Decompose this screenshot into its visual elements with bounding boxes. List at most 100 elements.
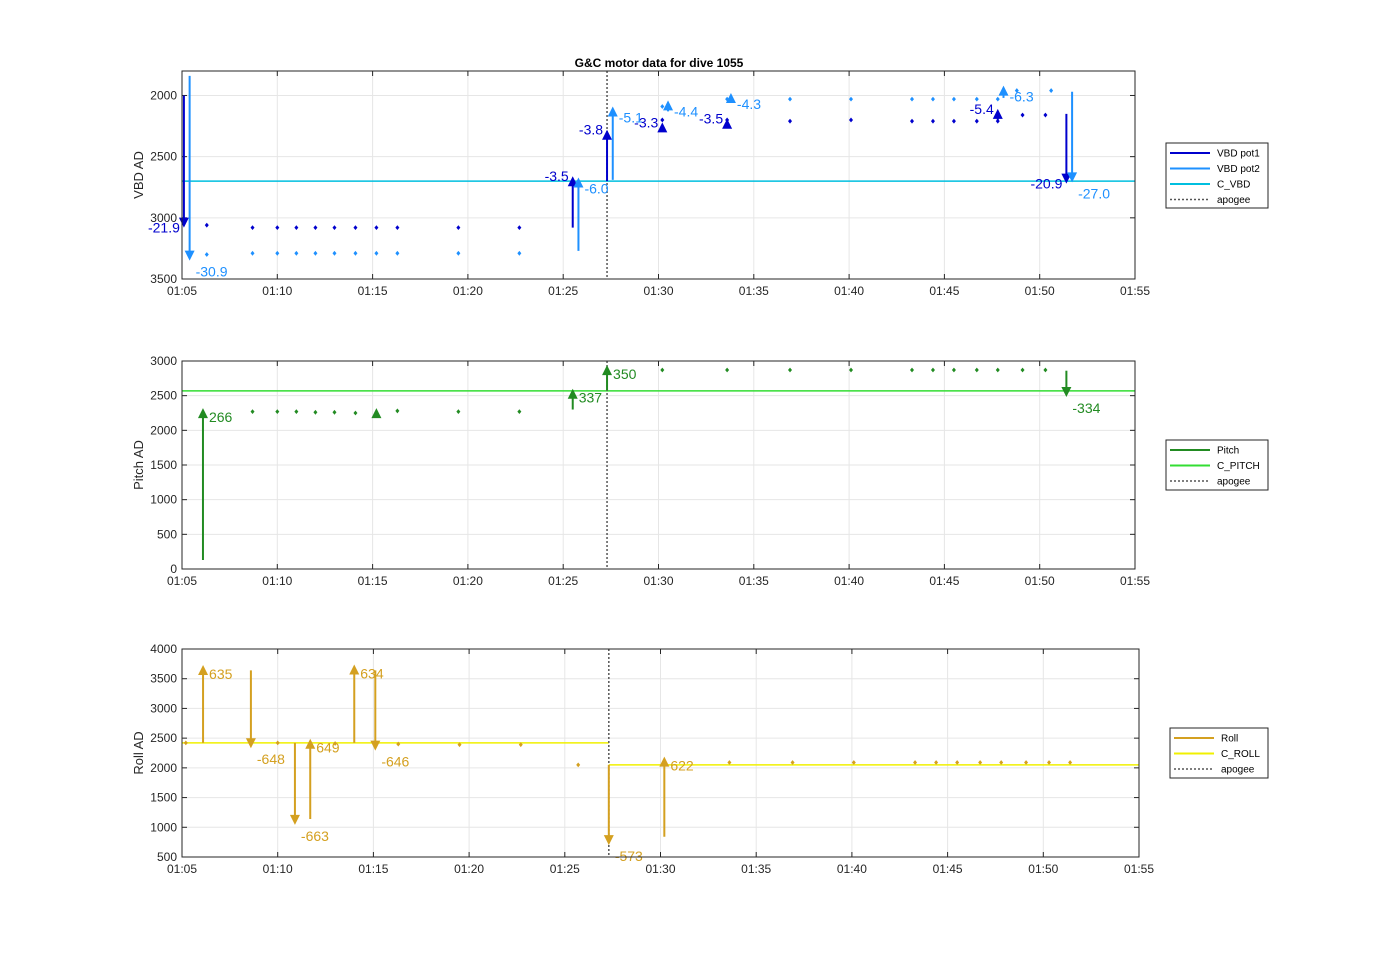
data-point	[250, 250, 255, 256]
data-point	[353, 225, 358, 231]
data-point	[788, 118, 793, 124]
y-tick-label: 500	[157, 527, 177, 541]
x-tick-label: 01:05	[167, 574, 197, 588]
x-tick-label: 01:50	[1028, 862, 1058, 876]
data-point	[294, 225, 299, 231]
move-arrow: -6.0	[573, 177, 609, 251]
figure-title: G&C motor data for dive 1055	[575, 56, 744, 70]
move-arrow: -334	[1061, 370, 1101, 416]
x-tick-label: 01:15	[358, 284, 388, 298]
y-tick-label: 500	[157, 850, 177, 864]
arrow-label: -646	[381, 754, 409, 770]
data-point	[849, 117, 854, 123]
data-point	[999, 760, 1004, 765]
arrow-head	[663, 100, 674, 111]
move-arrow: -646	[370, 670, 410, 770]
data-point	[930, 96, 935, 102]
arrow-head	[603, 835, 614, 846]
y-tick-label: 2500	[150, 731, 177, 745]
y-tick-label: 1000	[150, 493, 177, 507]
data-point	[995, 96, 1000, 102]
data-point	[951, 96, 956, 102]
x-tick-label: 01:30	[645, 862, 675, 876]
data-point	[332, 225, 337, 231]
x-tick-label: 01:35	[741, 862, 771, 876]
y-tick-label: 1500	[150, 791, 177, 805]
x-tick-label: 01:15	[358, 862, 388, 876]
data-point	[456, 250, 461, 256]
move-arrow: -21.9	[148, 95, 189, 236]
data-point	[395, 250, 400, 256]
arrow-label: 350	[613, 366, 637, 382]
data-point	[275, 250, 280, 256]
y-tick-label: 3000	[150, 701, 177, 715]
data-point	[456, 225, 461, 231]
data-point	[457, 742, 462, 748]
data-point	[995, 367, 1000, 373]
legend-entry: Roll	[1221, 734, 1238, 745]
move-arrow: -6.3	[998, 85, 1034, 105]
x-tick-label: 01:40	[834, 284, 864, 298]
arrow-head	[305, 738, 316, 749]
data-point	[576, 762, 581, 768]
move-arrow: 622	[659, 756, 694, 837]
data-point	[1024, 760, 1029, 765]
data-point	[456, 409, 461, 415]
move-arrow: -3.3	[634, 114, 668, 133]
data-point	[909, 118, 914, 124]
arrow-label: -4.4	[674, 103, 698, 119]
data-point	[790, 760, 795, 765]
arrow-head	[197, 408, 208, 419]
data-point	[1068, 760, 1073, 765]
move-arrow: -573	[603, 764, 643, 864]
move-arrow: 649	[305, 738, 340, 819]
data-point	[183, 740, 188, 746]
x-tick-label: 01:10	[263, 862, 293, 876]
x-tick-label: 01:20	[454, 862, 484, 876]
data-point	[660, 367, 665, 373]
y-tick-label: 2000	[150, 88, 177, 102]
arrow-head	[198, 665, 209, 676]
move-arrow: 266	[197, 408, 233, 560]
move-arrow: 337	[567, 388, 602, 410]
y-tick-label: 3000	[150, 354, 177, 368]
move-arrow: -27.0	[1067, 91, 1110, 201]
data-point	[930, 118, 935, 124]
move-arrow: -3.5	[545, 168, 578, 228]
y-tick-label: 3000	[150, 211, 177, 225]
arrow-label: 622	[670, 758, 694, 774]
x-tick-label: 01:35	[739, 574, 769, 588]
arrow-head	[607, 106, 618, 117]
data-point	[955, 760, 960, 765]
arrow-label: -3.5	[545, 168, 569, 184]
legend-entry: apogee	[1217, 477, 1251, 488]
data-point	[849, 367, 854, 373]
y-tick-label: 4000	[150, 642, 177, 656]
arrow-label: 635	[209, 666, 233, 682]
move-arrow: -5.1	[607, 106, 643, 180]
data-point	[313, 409, 318, 415]
data-point	[275, 740, 280, 746]
legend-entry: VBD pot1	[1217, 149, 1260, 160]
y-tick-label: 3500	[150, 272, 177, 286]
y-tick-label: 0	[170, 562, 177, 576]
arrow-head	[371, 408, 382, 419]
data-point	[332, 409, 337, 415]
data-point	[1020, 112, 1025, 118]
legend-entry: C_ROLL	[1221, 749, 1260, 760]
data-point	[660, 117, 665, 123]
data-point	[788, 96, 793, 102]
x-tick-label: 01:05	[167, 284, 197, 298]
arrow-label: -5.1	[619, 109, 643, 125]
data-point	[978, 760, 983, 765]
arrow-head	[725, 93, 736, 104]
arrow-label: -6.0	[584, 180, 608, 196]
arrow-label: -4.3	[737, 96, 761, 112]
x-tick-label: 01:05	[167, 862, 197, 876]
data-point	[1049, 88, 1054, 93]
x-tick-label: 01:30	[643, 284, 673, 298]
y-tick-label: 1000	[150, 820, 177, 834]
data-point	[851, 760, 856, 765]
axes-box	[181, 360, 1136, 570]
